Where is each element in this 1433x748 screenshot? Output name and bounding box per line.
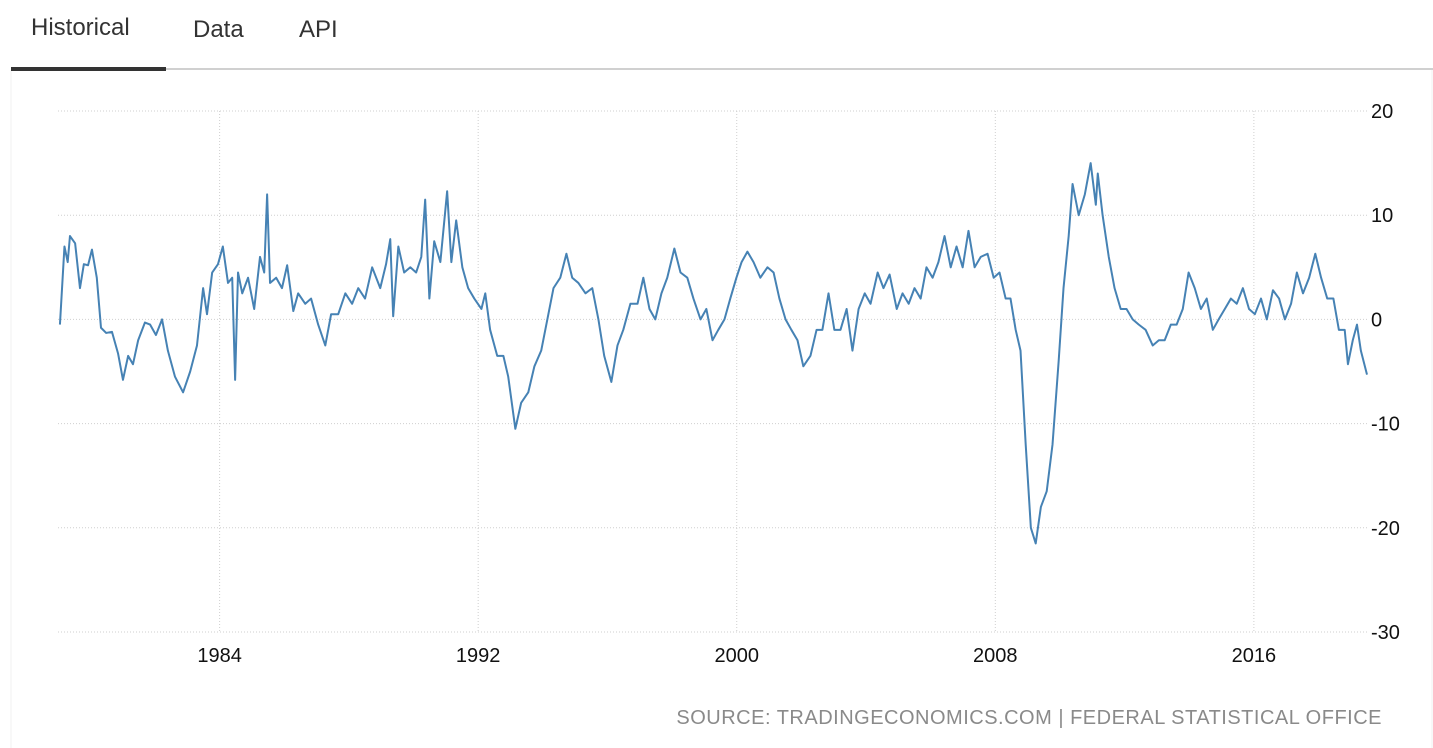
x-tick-label: 2008 <box>973 645 1018 667</box>
x-tick-label: 2000 <box>714 645 759 667</box>
source: SOURCE: TRADINGECONOMICS.COM | FEDERAL S… <box>676 707 1382 729</box>
y-tick-label: 20 <box>1371 101 1393 123</box>
tab[interactable]: Data <box>193 16 244 43</box>
data-line <box>58 162 1368 545</box>
x-tick-label: 1984 <box>197 645 242 667</box>
y-tick-label: -10 <box>1371 414 1400 436</box>
y-tick-label: 0 <box>1371 309 1382 331</box>
x-tick-label: 1992 <box>456 645 501 667</box>
tab[interactable]: Historical <box>31 14 130 41</box>
y-tick-label: -30 <box>1371 622 1400 644</box>
tab[interactable]: API <box>299 16 338 43</box>
x-tick-label: 2016 <box>1232 645 1277 667</box>
y-tick-label: -20 <box>1371 518 1400 540</box>
active-tab-underline <box>11 67 166 71</box>
y-tick-label: 10 <box>1371 205 1393 227</box>
